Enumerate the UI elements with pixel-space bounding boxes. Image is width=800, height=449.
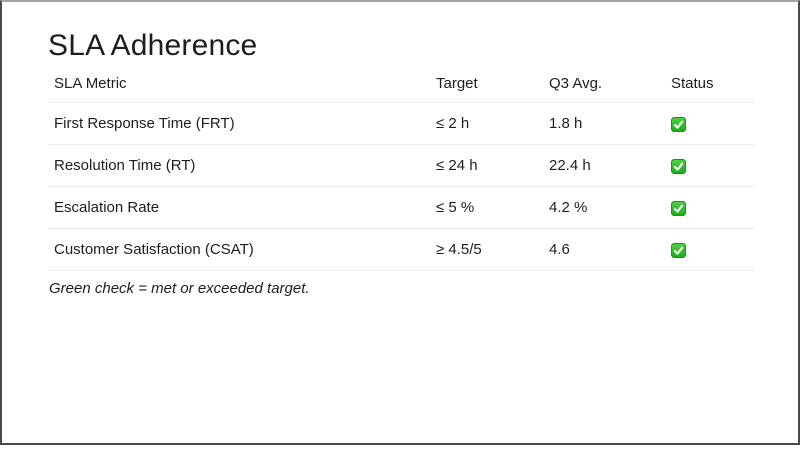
q3-avg-cell: 4.2 % [549,199,588,216]
column-header-target: Target [436,74,478,92]
status-cell [665,157,755,174]
metric-cell: Resolution Time (RT) [54,157,196,174]
status-cell [665,241,755,258]
q3-avg-cell: 4.6 [549,241,570,258]
table-row: Escalation Rate ≤ 5 % 4.2 % [48,187,755,229]
table-row: First Response Time (FRT) ≤ 2 h 1.8 h [48,103,755,145]
q3-avg-cell: 22.4 h [549,157,591,174]
column-header-metric: SLA Metric [54,74,127,92]
metric-cell: Customer Satisfaction (CSAT) [54,241,254,258]
q3-avg-cell: 1.8 h [549,115,583,132]
green-check-icon [671,116,686,132]
target-cell: ≤ 24 h [436,157,478,174]
status-cell [665,115,755,132]
metric-cell: First Response Time (FRT) [54,115,235,132]
green-check-icon [671,242,686,258]
page-title: SLA Adherence [48,29,258,62]
footnote: Green check = met or exceeded target. [49,280,310,297]
status-cell [665,199,755,216]
table-row: Resolution Time (RT) ≤ 24 h 22.4 h [48,145,755,187]
target-cell: ≤ 2 h [436,115,470,132]
table-header-row: SLA Metric Target Q3 Avg. Status [48,64,755,103]
green-check-icon [671,158,686,174]
column-header-q3-avg: Q3 Avg. [549,74,603,92]
target-cell: ≥ 4.5/5 [436,241,482,258]
metric-cell: Escalation Rate [54,199,160,216]
table-body: First Response Time (FRT) ≤ 2 h 1.8 h Re… [48,103,755,271]
column-header-status: Status [671,74,714,92]
sla-table: SLA Metric Target Q3 Avg. Status First R… [48,64,755,271]
table-row: Customer Satisfaction (CSAT) ≥ 4.5/5 4.6 [48,229,755,271]
target-cell: ≤ 5 % [436,199,475,216]
green-check-icon [671,200,686,216]
